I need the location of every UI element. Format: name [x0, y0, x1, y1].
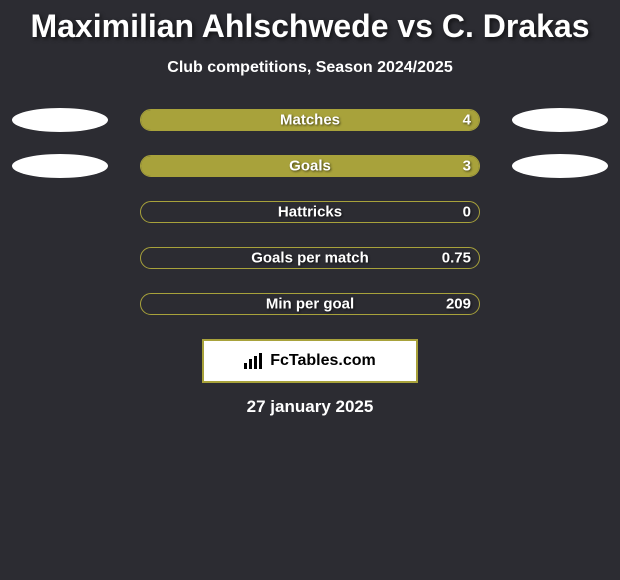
- stats-container: Matches 4 Goals 3 Hattricks 0 Goals per …: [0, 109, 620, 315]
- stat-bar: Goals per match 0.75: [140, 247, 480, 269]
- stat-value: 4: [463, 112, 471, 129]
- left-marker-ellipse: [12, 154, 108, 178]
- stat-row: Hattricks 0: [0, 201, 620, 223]
- page-title: Maximilian Ahlschwede vs C. Drakas: [0, 8, 620, 45]
- stat-value: 3: [463, 158, 471, 175]
- stat-bar: Goals 3: [140, 155, 480, 177]
- stat-bar: Matches 4: [140, 109, 480, 131]
- subtitle: Club competitions, Season 2024/2025: [0, 59, 620, 77]
- stat-label: Hattricks: [278, 204, 342, 221]
- right-marker-ellipse: [512, 154, 608, 178]
- stat-label: Goals: [289, 158, 331, 175]
- stat-value: 0.75: [442, 250, 471, 267]
- stat-label: Min per goal: [266, 296, 354, 313]
- source-badge: FcTables.com: [202, 339, 418, 383]
- stat-bar: Hattricks 0: [140, 201, 480, 223]
- stat-label: Matches: [280, 112, 340, 129]
- date-text: 27 january 2025: [0, 397, 620, 417]
- badge-text: FcTables.com: [270, 352, 376, 370]
- stat-value: 0: [463, 204, 471, 221]
- bar-chart-icon: [244, 353, 264, 369]
- stat-row: Goals 3: [0, 155, 620, 177]
- stat-row: Goals per match 0.75: [0, 247, 620, 269]
- stat-row: Matches 4: [0, 109, 620, 131]
- stat-value: 209: [446, 296, 471, 313]
- stat-bar: Min per goal 209: [140, 293, 480, 315]
- right-marker-ellipse: [512, 108, 608, 132]
- stat-row: Min per goal 209: [0, 293, 620, 315]
- stat-label: Goals per match: [251, 250, 369, 267]
- left-marker-ellipse: [12, 108, 108, 132]
